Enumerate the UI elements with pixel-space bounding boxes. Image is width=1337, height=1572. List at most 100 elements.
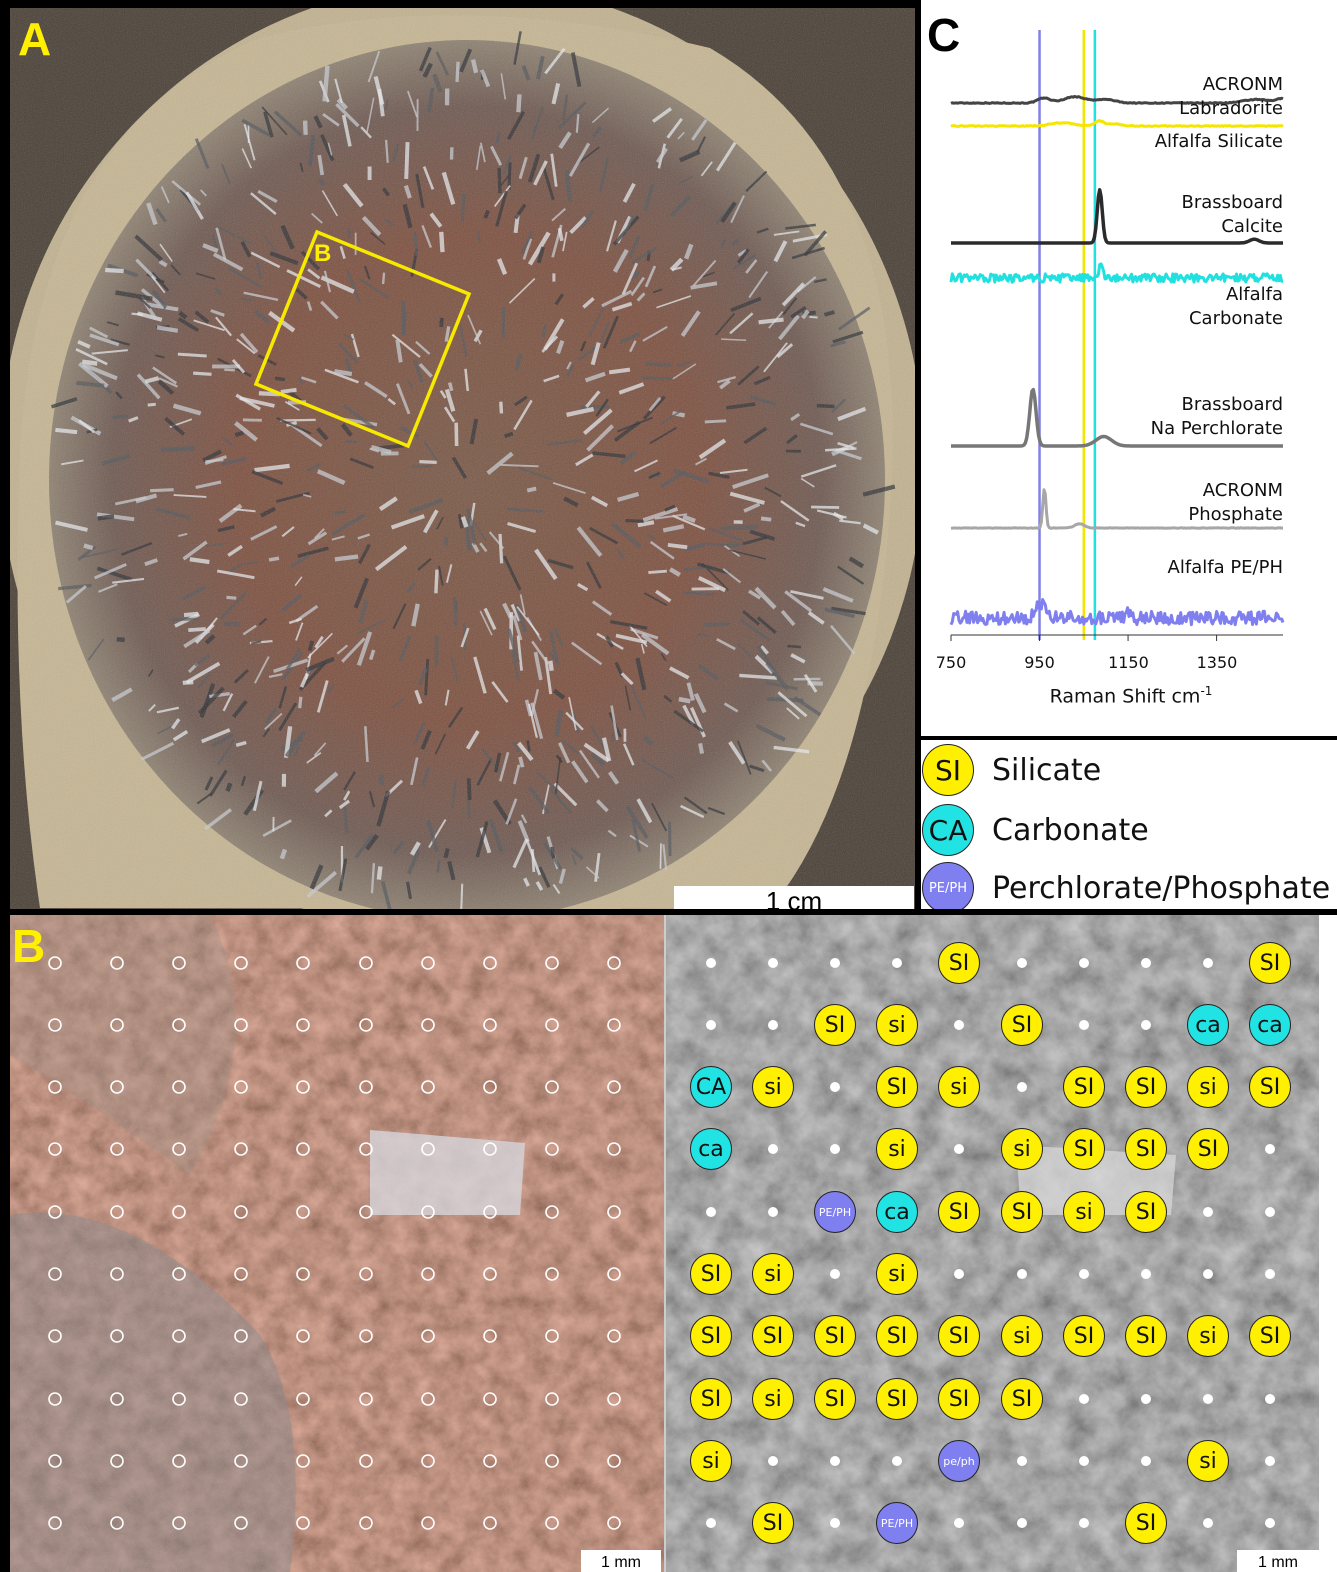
measurement-spot [234, 1392, 248, 1406]
measurement-spot [483, 1329, 497, 1343]
unclassified-spot [892, 958, 902, 968]
legend-label-silicate: Silicate [992, 752, 1102, 788]
spectrum-label-line: Alfalfa Silicate [1154, 131, 1283, 152]
frame-top-divider [0, 909, 1337, 915]
spectrum-label-line: Brassboard [1181, 192, 1283, 213]
measurement-spot [607, 1392, 621, 1406]
sample-photo [10, 8, 915, 909]
classified-spot: ca [1249, 1004, 1291, 1046]
legend-row-carbonate: CA Carbonate [922, 802, 1149, 858]
unclassified-spot [954, 1269, 964, 1279]
classified-spot: SI [938, 1191, 980, 1233]
unclassified-spot [1017, 958, 1027, 968]
measurement-spot [607, 1018, 621, 1032]
classified-spot: si [1187, 1315, 1229, 1357]
unclassified-spot [1203, 1269, 1213, 1279]
legend-code-perchlorate-phosphate: PE/PH [928, 880, 968, 896]
unclassified-spot [954, 1144, 964, 1154]
unclassified-spot [1203, 1207, 1213, 1217]
legend-label-carbonate: Carbonate [992, 812, 1149, 848]
measurement-spot [296, 1018, 310, 1032]
measurement-spot [607, 1516, 621, 1530]
measurement-spot [296, 1080, 310, 1094]
spectrum-label-4: Brassboard Na Perchlorate [1151, 393, 1283, 441]
inset-box-b [253, 229, 472, 449]
legend-row-silicate: SI Silicate [922, 742, 1101, 798]
classified-spot: SI [1125, 1128, 1167, 1170]
unclassified-spot [768, 1207, 778, 1217]
measurement-spot [607, 1205, 621, 1219]
measurement-spot [483, 1018, 497, 1032]
legend-code-carbonate: CA [928, 813, 968, 847]
measurement-spot [483, 1205, 497, 1219]
panel-b-map: SI SI SI si SI ca ca CA si SI si SI SI si SI ca si si SI SI… [666, 915, 1319, 1572]
measurement-spot [48, 1205, 62, 1219]
measurement-spot [359, 1392, 373, 1406]
x-tick-label: 1150 [1108, 653, 1149, 672]
classified-spot: si [876, 1128, 918, 1170]
classified-spot: si [876, 1253, 918, 1295]
measurement-spot [359, 1205, 373, 1219]
spectrum-alfalfa-silicate [950, 119, 1284, 128]
measurement-spot [545, 1205, 559, 1219]
classified-spot: SI [1249, 1315, 1291, 1357]
measurement-spot [421, 1205, 435, 1219]
measurement-spot [421, 1018, 435, 1032]
x-axis-title-superscript: -1 [1200, 684, 1213, 698]
measurement-spot [296, 1205, 310, 1219]
classified-spot: SI [690, 1378, 732, 1420]
measurement-spot [234, 1454, 248, 1468]
unclassified-spot [1265, 1518, 1275, 1528]
classified-spot: si [752, 1378, 794, 1420]
classified-spot: si [876, 1004, 918, 1046]
measurement-spot [110, 1205, 124, 1219]
measurement-spot [607, 1454, 621, 1468]
unclassified-spot [1079, 1020, 1089, 1030]
spectrum-label-line: Carbonate [1188, 308, 1283, 329]
classified-spot: SI [1249, 942, 1291, 984]
measurement-spot [110, 956, 124, 970]
measurement-spot [234, 1205, 248, 1219]
classified-spot: SI [876, 1378, 918, 1420]
unclassified-spot [1017, 1082, 1027, 1092]
measurement-spot [607, 1080, 621, 1094]
measurement-spot [296, 1142, 310, 1156]
classified-spot: SI [1063, 1128, 1105, 1170]
x-tick-label: 1350 [1196, 653, 1238, 672]
measurement-spot [110, 1329, 124, 1343]
measurement-spot [421, 956, 435, 970]
measurement-spot [48, 1018, 62, 1032]
panel-a-letter: A [18, 13, 52, 65]
measurement-spot [296, 1516, 310, 1530]
frame-vertical-divider [915, 0, 921, 911]
measurement-spot [110, 1142, 124, 1156]
unclassified-spot [830, 1082, 840, 1092]
spectrum-label-line: ACRONM [1202, 74, 1283, 95]
unclassified-spot [1203, 1518, 1213, 1528]
measurement-spot [607, 1142, 621, 1156]
classified-spot: SI [1249, 1066, 1291, 1108]
measurement-spot [234, 1142, 248, 1156]
measurement-spot [607, 1329, 621, 1343]
unclassified-spot [1079, 1394, 1089, 1404]
classified-spot: SI [752, 1315, 794, 1357]
classified-spot: SI [814, 1315, 856, 1357]
measurement-spot [359, 1516, 373, 1530]
spectrum-alfalfa-pe-ph [949, 598, 1285, 627]
measurement-spot [483, 1267, 497, 1281]
measurement-spot [545, 1516, 559, 1530]
measurement-spot [483, 1454, 497, 1468]
measurement-spot [172, 956, 186, 970]
classified-spot: SI [1125, 1315, 1167, 1357]
measurement-spot [421, 1142, 435, 1156]
scalebar-a: 1 cm [674, 886, 914, 909]
unclassified-spot [1203, 1394, 1213, 1404]
unclassified-spot [1141, 1020, 1151, 1030]
measurement-spot [172, 1205, 186, 1219]
unclassified-spot [1265, 1394, 1275, 1404]
unclassified-spot [830, 1456, 840, 1466]
unclassified-spot [706, 1020, 716, 1030]
x-tick-label: 750 [935, 653, 967, 672]
measurement-spot [110, 1080, 124, 1094]
legend-row-perchlorate-phosphate: PE/PH Perchlorate/Phosphate [922, 860, 1330, 910]
